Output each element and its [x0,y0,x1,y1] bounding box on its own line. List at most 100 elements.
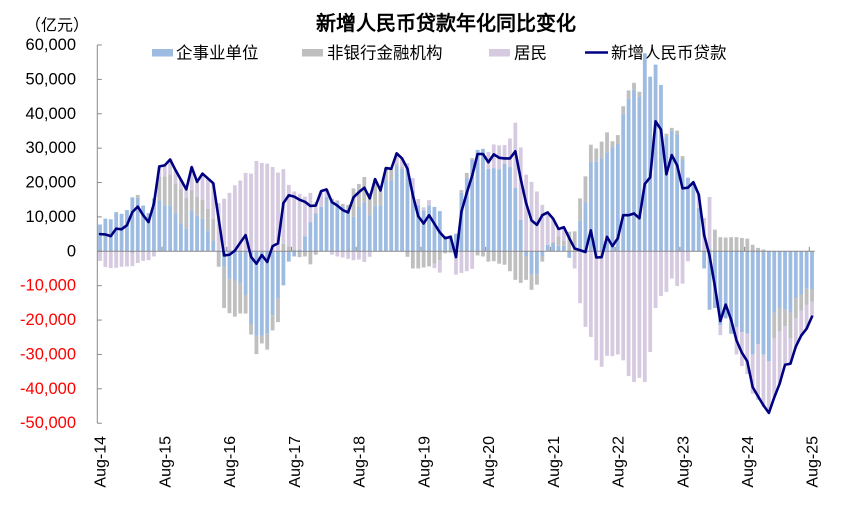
bar-corporate [642,53,647,252]
bar-non-bank-financial [518,251,523,283]
bar-household [750,354,755,394]
bar-household [200,173,205,200]
x-tick-label: Aug-25 [805,436,822,488]
legend-item-corporate: 企事业单位 [152,44,259,63]
bar-corporate [567,251,572,258]
bar-household [367,251,372,257]
bar-corporate [664,136,669,252]
bar-corporate [448,238,453,252]
legend-label-non-bank-financial: 非银行金融机构 [327,44,443,63]
bar-corporate [400,168,404,252]
bar-corporate [788,251,793,313]
bar-non-bank-financial [578,198,582,221]
bar-household [777,331,782,384]
bar-household [810,301,814,317]
bar-corporate [227,251,232,279]
bar-household [804,304,809,329]
bar-household [211,183,216,219]
bar-corporate [432,206,437,252]
bar-non-bank-financial [340,203,345,207]
bar-household [799,310,804,336]
bar-corporate [707,251,712,310]
y-tick-label: 30,000 [26,139,76,157]
bar-non-bank-financial [135,194,140,198]
y-tick-label: 40,000 [26,105,76,123]
bar-corporate [152,198,156,252]
bar-household [416,199,421,206]
bar-household [189,167,194,190]
bar-non-bank-financial [184,197,189,229]
bar-corporate [605,152,609,252]
bar-non-bank-financial [535,274,539,285]
bar-household [130,253,135,267]
bar-corporate [173,213,178,252]
bar-corporate [265,251,270,334]
bar-corporate [583,202,588,252]
bar-corporate [362,202,367,252]
bar-non-bank-financial [739,237,744,252]
bar-corporate [680,159,685,252]
bar-corporate [491,168,496,252]
bar-non-bank-financial [173,183,178,214]
bar-corporate [669,130,674,252]
bar-corporate [205,230,210,252]
y-axis-tick-labels: 60,000 50,000 40,000 30,000 20,000 10,000 0 -10… [20,36,76,432]
bar-household [195,181,199,197]
bar-household [303,196,307,237]
bar-corporate [125,210,129,252]
bar-non-bank-financial [421,251,426,268]
legend-label-household: 居民 [514,44,547,63]
y-tick-label: 0 [67,242,76,260]
bar-household [335,251,340,257]
bar-non-bank-financial [378,190,383,206]
bar-corporate [324,196,329,252]
y-tick-label: 50,000 [26,70,76,88]
legend-item-new-rmb-loans: 新增人民币贷款 [585,44,727,63]
bar-non-bank-financial [222,266,226,309]
bar-household [114,251,119,268]
bar-corporate [383,180,388,252]
bar-non-bank-financial [540,256,545,262]
bar-corporate [502,163,507,252]
bar-household [357,251,361,260]
bar-household [286,184,291,247]
bar-household [448,251,453,254]
bar-household [162,165,167,177]
bar-household [572,251,577,269]
bar-household [362,251,367,262]
bar-non-bank-financial [394,163,399,166]
bar-corporate [702,251,707,269]
bar-corporate [367,215,372,252]
bar-non-bank-financial [513,251,518,280]
bar-non-bank-financial [626,90,631,99]
y-tick-label: -20,000 [20,311,76,329]
bar-corporate [783,251,787,310]
bar-household [556,228,561,237]
bar-non-bank-financial [286,246,291,252]
bar-corporate [766,251,771,362]
y-tick-label: -10,000 [20,277,76,295]
bar-non-bank-financial [254,335,259,355]
bar-non-bank-financial [281,243,286,252]
bar-non-bank-financial [475,251,480,256]
bar-household [524,174,529,252]
bar-non-bank-financial [432,251,437,264]
bar-corporate [135,198,140,252]
bar-non-bank-financial [346,204,351,211]
bar-non-bank-financial [707,248,712,252]
bar-non-bank-financial [238,283,243,314]
bar-non-bank-financial [599,141,604,159]
bar-corporate [146,213,151,252]
bar-non-bank-financial [297,251,302,258]
bar-corporate [259,251,264,336]
bar-corporate [497,169,502,252]
bar-non-bank-financial [594,148,599,162]
bar-non-bank-financial [632,82,636,90]
bar-corporate [184,228,189,252]
bar-non-bank-financial [793,298,798,318]
bar-corporate [615,144,620,252]
bar-non-bank-financial [405,251,410,257]
bar-non-bank-financial [810,289,814,302]
bar-non-bank-financial [729,237,733,252]
legend-label-corporate: 企事业单位 [176,44,259,63]
